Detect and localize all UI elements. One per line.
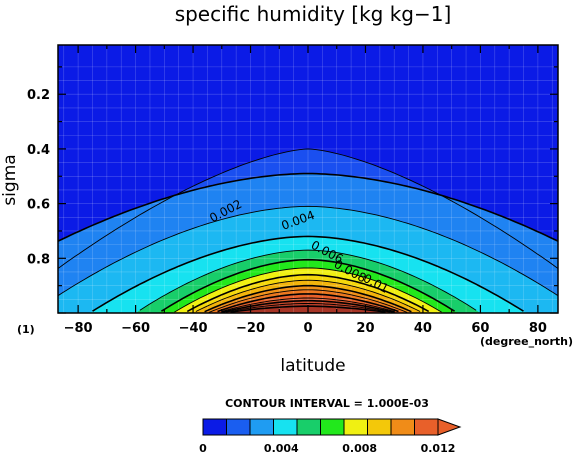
y-axis-label: sigma (0, 154, 20, 205)
y-unit-label: (1) (17, 323, 35, 336)
x-tick-label: 60 (471, 321, 489, 336)
chart-title: specific humidity [kg kg−1] (175, 2, 452, 26)
x-tick-label: −80 (64, 321, 93, 336)
x-tick-label: 80 (529, 321, 547, 336)
x-tick-label: −60 (121, 321, 150, 336)
y-axis-ticks: 0.2 0.4 0.6 0.8 (27, 66, 558, 314)
x-tick-label: 20 (356, 321, 374, 336)
contour-line (226, 302, 390, 313)
colorbar-segment (226, 418, 251, 436)
contour-line (186, 273, 430, 313)
grid-lines (58, 45, 558, 313)
contour-line (58, 205, 558, 297)
contour-line (221, 297, 395, 312)
contour-line (58, 172, 558, 242)
colorbar-segment (320, 418, 345, 436)
y-tick-label: 0.6 (27, 198, 50, 213)
contour-line (208, 289, 408, 313)
x-tick-label: −20 (236, 321, 265, 336)
colorbar-segment (343, 418, 368, 436)
contour-line (92, 235, 524, 312)
colorbar-segment (273, 418, 298, 436)
colorbar: 0 0.004 0.008 0.012 (199, 418, 462, 453)
contour-line (160, 258, 456, 312)
y-tick-label: 0.8 (27, 252, 50, 267)
colorbar-label: 0.008 (342, 442, 377, 453)
x-axis-ticks: −80 −60 −40 −20 0 20 40 60 80 (64, 45, 547, 336)
contour-line (58, 148, 558, 269)
y-tick-label: 0.4 (27, 143, 50, 158)
colorbar-segment (390, 418, 415, 436)
colorbar-segment (296, 418, 321, 436)
x-unit-label: (degree_north) (480, 335, 573, 348)
colorbar-segment (249, 418, 274, 436)
colorbar-segment (367, 418, 392, 436)
x-axis-label: latitude (280, 356, 345, 376)
colorbar-label: 0 (199, 442, 207, 453)
colorbar-segment (414, 418, 439, 436)
contour-interval-text: CONTOUR INTERVAL = 1.000E-03 (225, 397, 429, 410)
contour-line (204, 284, 412, 313)
contour-lines (58, 148, 558, 313)
colorbar-label: 0.004 (264, 442, 299, 453)
colorbar-label: 0.012 (421, 442, 456, 453)
y-tick-label: 0.2 (27, 88, 50, 103)
x-tick-label: 40 (414, 321, 432, 336)
contour-line (217, 293, 399, 313)
contour-line (174, 267, 442, 313)
colorbar-segment (202, 418, 227, 436)
x-tick-label: 0 (303, 321, 312, 336)
contour-line (195, 279, 421, 312)
x-tick-label: −40 (179, 321, 208, 336)
contour-line (139, 249, 477, 311)
colorbar-arrow (437, 418, 462, 436)
